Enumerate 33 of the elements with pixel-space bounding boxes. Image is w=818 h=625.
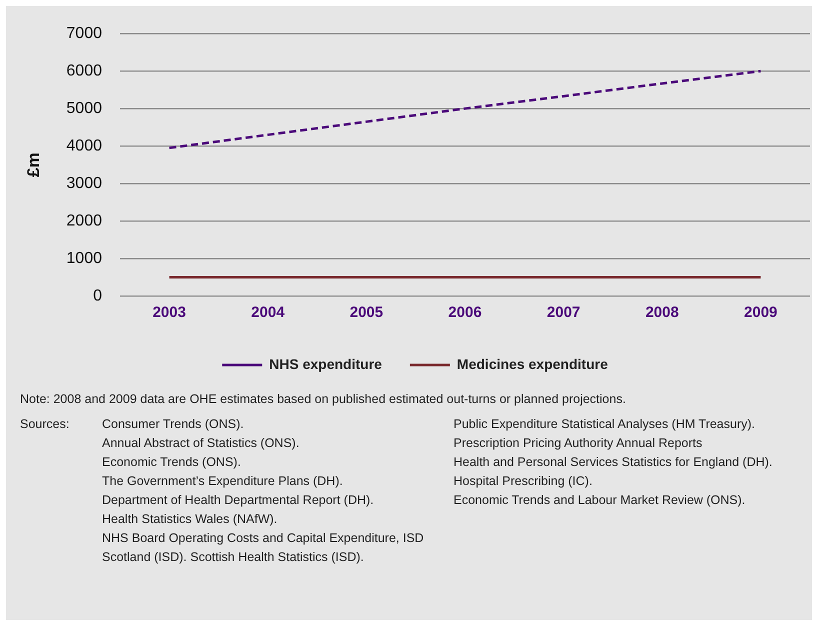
text: Health and Personal Services Statistics for England (DH). — [454, 454, 774, 471]
x-tick-label: 2008 — [645, 304, 679, 322]
text: Annual Abstract of Statistics (ONS). — [102, 435, 300, 452]
text: NHS Board Operating Costs and Capital Expenditure, ISD Scotland (ISD). Scottish Health Statistics (ISD). — [102, 530, 425, 566]
text: Prescription Pricing Authority Annual Reports — [454, 435, 704, 452]
x-tick-label: 2004 — [251, 304, 286, 322]
text: Consumer Trends (ONS). — [102, 416, 245, 433]
text: Hospital Prescribing (IC). — [454, 473, 594, 490]
x-tick-label: 2005 — [350, 304, 384, 322]
source-note: Sources: — [20, 416, 70, 433]
x-tick-label: 2007 — [546, 304, 580, 322]
x-tick-label: 2009 — [744, 304, 778, 322]
text: Economic Trends (ONS). — [102, 454, 242, 471]
text: Note: 2008 and 2009 data are OHE estimates based on published estimated out-turns or planned projections. — [20, 391, 627, 408]
y-tick-label: 2000 — [66, 212, 102, 230]
y-tick-label: 3000 — [66, 174, 102, 192]
text: The Government’s Expenditure Plans (DH). — [102, 473, 344, 490]
y-tick-label: 7000 — [66, 25, 102, 42]
y-tick-label: 0 — [93, 287, 102, 304]
legend-label: Medicines expenditure — [456, 356, 608, 372]
x-tick-label: 2006 — [448, 304, 482, 322]
y-tick-label: 6000 — [66, 62, 102, 80]
text: Health Statistics Wales (NAfW). — [102, 511, 278, 528]
text: Public Expenditure Statistical Analyses (HM Treasury). — [454, 416, 756, 433]
y-axis-title: £m — [24, 152, 43, 178]
y-tick-label: 4000 — [66, 137, 102, 154]
legend-label: NHS expenditure — [269, 356, 382, 372]
y-tick-label: 1000 — [66, 250, 102, 267]
line-series — [168, 70, 762, 150]
text: Economic Trends and Labour Market Review (ONS). — [454, 492, 746, 509]
y-tick-label: 5000 — [66, 100, 102, 117]
x-tick-label: 2003 — [152, 304, 186, 322]
text: Department of Health Departmental Report (DH). — [102, 492, 375, 509]
